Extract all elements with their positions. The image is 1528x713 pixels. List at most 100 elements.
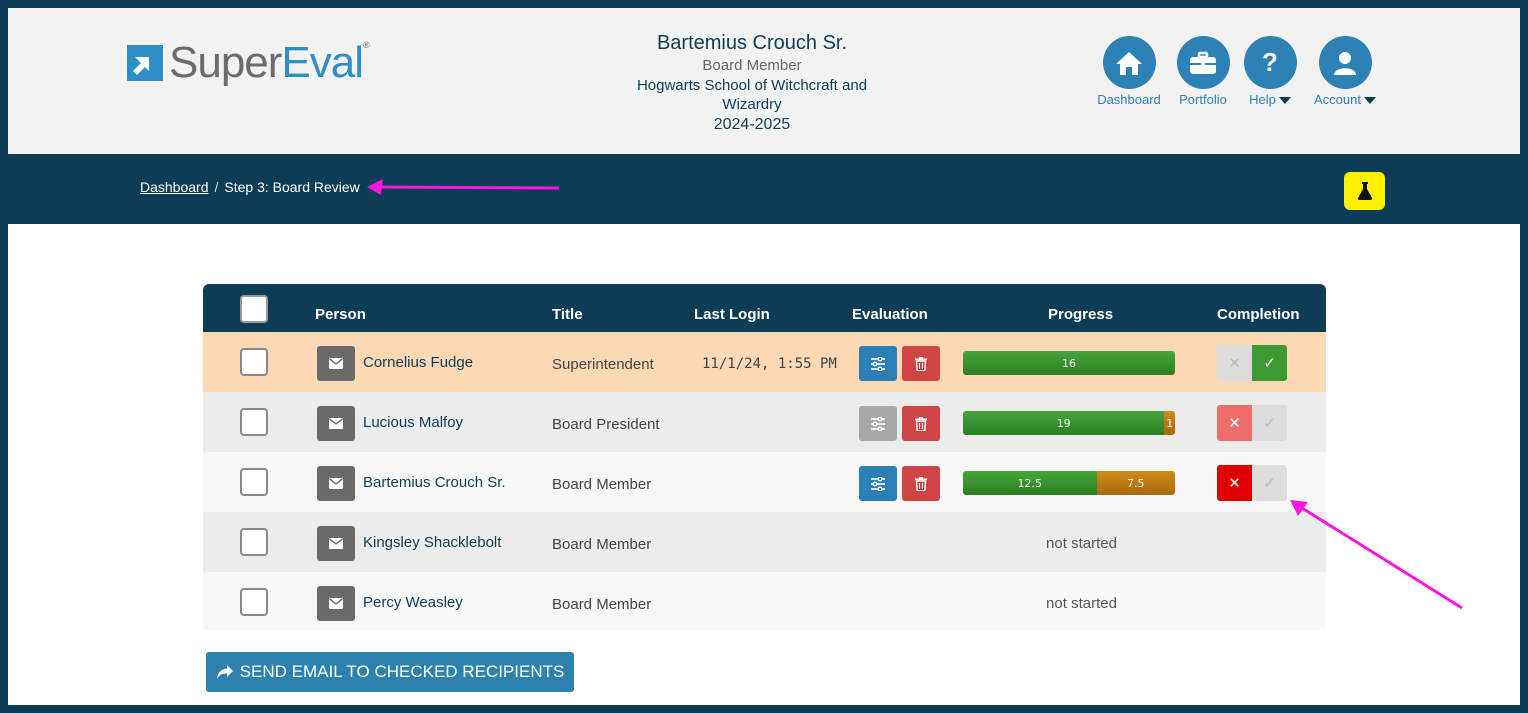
status-not-started: not started	[1046, 595, 1117, 612]
trash-icon	[915, 476, 927, 491]
nav-account[interactable]: Account	[1310, 36, 1380, 107]
email-button[interactable]	[317, 586, 355, 621]
evaluation-settings-button[interactable]	[859, 466, 897, 501]
envelope-icon	[329, 358, 343, 369]
nav-portfolio[interactable]: Portfolio	[1172, 36, 1234, 107]
nav-help[interactable]: ? Help	[1242, 36, 1298, 107]
col-evaluation: Evaluation	[852, 306, 928, 323]
envelope-icon	[329, 538, 343, 549]
table-header: Person Title Last Login Evaluation Progr…	[203, 284, 1326, 332]
user-org-line1: Hogwarts School of Witchcraft and	[636, 77, 868, 94]
x-icon: ✕	[1228, 355, 1241, 372]
sliders-icon	[871, 416, 885, 431]
mark-incomplete-button[interactable]: ✕	[1217, 465, 1252, 501]
user-icon	[1318, 36, 1372, 89]
col-title[interactable]: Title	[552, 306, 583, 323]
col-person[interactable]: Person	[315, 306, 366, 323]
nav-dashboard[interactable]: Dashboard	[1094, 36, 1164, 107]
email-button[interactable]	[317, 346, 355, 381]
person-name[interactable]: Percy Weasley	[363, 594, 463, 611]
person-title: Board Member	[552, 536, 652, 553]
nav-help-label: Help	[1249, 92, 1276, 107]
progress-bar: 19 1	[963, 411, 1175, 435]
breadcrumb-bar: Dashboard / Step 3: Board Review	[8, 154, 1520, 224]
caret-down-icon	[1278, 97, 1291, 105]
person-name[interactable]: Bartemius Crouch Sr.	[363, 474, 506, 491]
evaluation-settings-button[interactable]	[859, 346, 897, 381]
table-row: Percy Weasley Board Member not started	[203, 572, 1326, 630]
mark-incomplete-button[interactable]: ✕	[1217, 405, 1252, 441]
x-icon: ✕	[1228, 415, 1241, 432]
flask-icon	[1357, 182, 1372, 200]
col-progress: Progress	[1048, 306, 1114, 323]
flask-icon-button[interactable]	[1344, 172, 1385, 210]
table-row: Lucious Malfoy Board President 19 1 ✕ ✓	[203, 392, 1326, 452]
check-icon: ✓	[1263, 475, 1276, 492]
briefcase-icon	[1176, 36, 1230, 89]
row-checkbox[interactable]	[240, 348, 268, 376]
breadcrumb-current: Step 3: Board Review	[224, 179, 360, 195]
breadcrumb-separator: /	[214, 179, 219, 195]
row-checkbox[interactable]	[240, 528, 268, 556]
question-icon: ?	[1243, 36, 1297, 89]
evaluation-settings-button[interactable]	[859, 406, 897, 441]
sliders-icon	[871, 476, 885, 491]
nav-dashboard-label: Dashboard	[1097, 92, 1161, 107]
caret-down-icon	[1363, 97, 1376, 105]
envelope-icon	[329, 478, 343, 489]
select-all-checkbox[interactable]	[240, 295, 268, 323]
person-name[interactable]: Kingsley Shacklebolt	[363, 534, 502, 551]
progress-bar: 12.5 7.5	[963, 471, 1175, 495]
col-completion: Completion	[1217, 306, 1300, 323]
board-review-table: Person Title Last Login Evaluation Progr…	[203, 284, 1326, 630]
row-checkbox[interactable]	[240, 468, 268, 496]
user-role: Board Member	[702, 57, 802, 74]
delete-evaluation-button[interactable]	[902, 346, 940, 381]
send-email-button[interactable]: SEND EMAIL TO CHECKED RECIPIENTS	[206, 652, 574, 692]
table-row: Kingsley Shacklebolt Board Member not st…	[203, 512, 1326, 572]
progress-complete-segment: 19	[963, 411, 1165, 435]
progress-pending-segment: 1	[1164, 411, 1175, 435]
school-year: 2024-2025	[713, 116, 791, 133]
person-title: Board Member	[552, 476, 652, 493]
mark-complete-button[interactable]: ✓	[1252, 345, 1287, 381]
logo-reg-mark: ®	[363, 40, 370, 50]
last-login: 11/1/24, 1:55 PM	[702, 356, 837, 372]
row-checkbox[interactable]	[240, 588, 268, 616]
trash-icon	[915, 416, 927, 431]
person-title: Board Member	[552, 596, 652, 613]
delete-evaluation-button[interactable]	[902, 466, 940, 501]
logo-eval-text: Eval	[281, 38, 364, 87]
app-frame: SuperEval® Bartemius Crouch Sr. Board Me…	[8, 8, 1520, 705]
mark-complete-button[interactable]: ✓	[1252, 405, 1287, 441]
person-title: Superintendent	[552, 356, 654, 373]
person-name[interactable]: Cornelius Fudge	[363, 354, 474, 371]
envelope-icon	[329, 598, 343, 609]
user-name: Bartemius Crouch Sr.	[656, 32, 848, 54]
progress-bar: 16	[963, 351, 1175, 375]
person-name[interactable]: Lucious Malfoy	[363, 414, 464, 431]
progress-pending-segment: 7.5	[1096, 471, 1175, 495]
home-icon	[1102, 36, 1156, 89]
breadcrumb-dashboard-link[interactable]: Dashboard	[140, 179, 209, 195]
mark-complete-button[interactable]: ✓	[1252, 465, 1287, 501]
delete-evaluation-button[interactable]	[902, 406, 940, 441]
check-icon: ✓	[1263, 355, 1276, 372]
email-button[interactable]	[317, 526, 355, 561]
check-icon: ✓	[1263, 415, 1276, 432]
table-row: Cornelius Fudge Superintendent 11/1/24, …	[203, 332, 1326, 392]
row-checkbox[interactable]	[240, 408, 268, 436]
trash-icon	[915, 356, 927, 371]
email-button[interactable]	[317, 406, 355, 441]
superEval-logo[interactable]: SuperEval®	[127, 38, 370, 88]
share-arrow-icon	[216, 664, 234, 680]
col-last-login[interactable]: Last Login	[694, 306, 770, 323]
person-title: Board President	[552, 416, 660, 433]
sliders-icon	[871, 356, 885, 371]
nav-account-label: Account	[1314, 92, 1361, 107]
progress-complete-segment: 12.5	[963, 471, 1097, 495]
send-email-label: SEND EMAIL TO CHECKED RECIPIENTS	[239, 662, 565, 681]
mark-incomplete-button[interactable]: ✕	[1217, 345, 1252, 381]
email-button[interactable]	[317, 466, 355, 501]
annotation-arrow	[1290, 500, 1463, 610]
